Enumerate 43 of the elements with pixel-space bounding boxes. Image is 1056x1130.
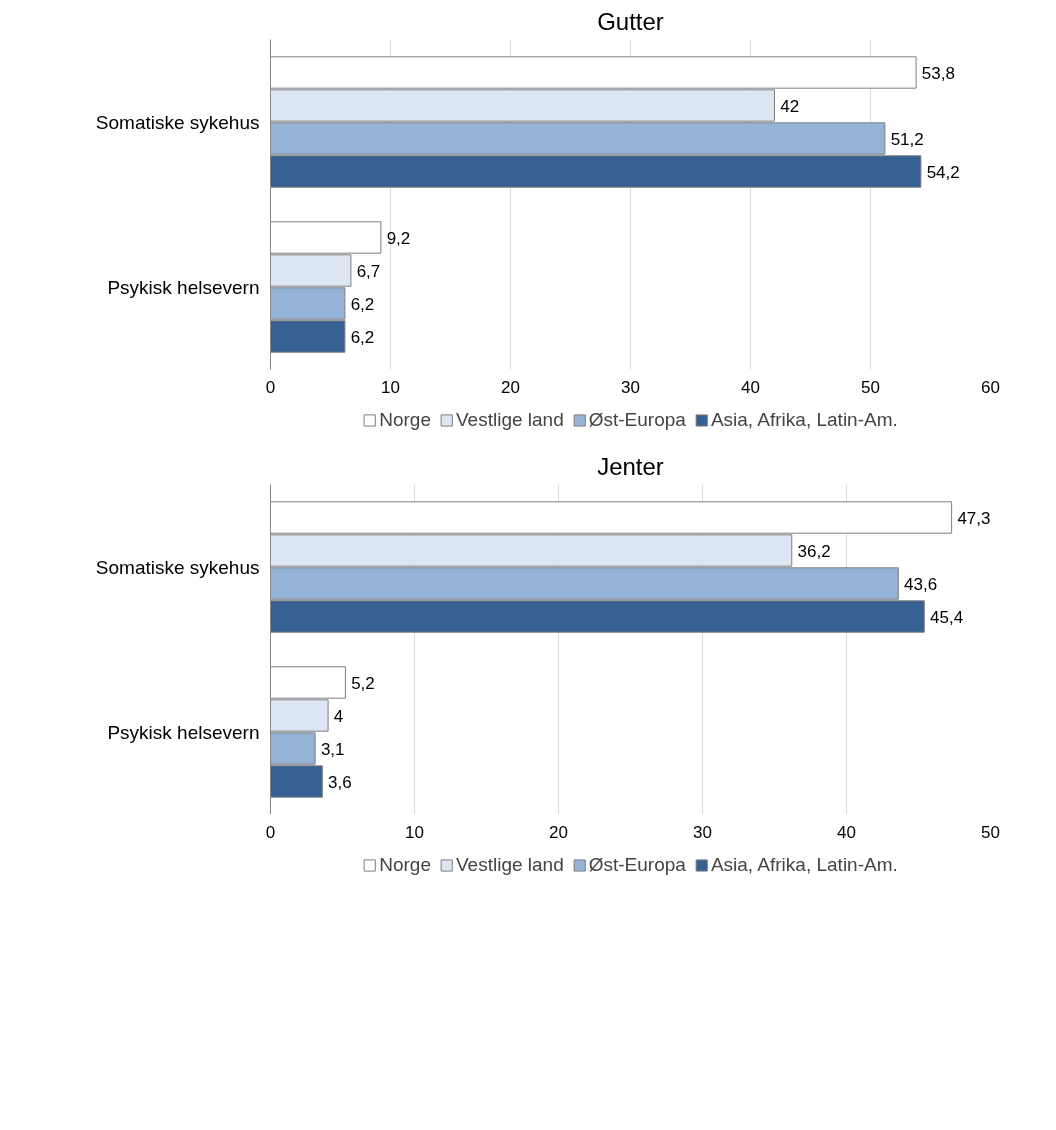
data-label: 5,2 [351, 673, 375, 693]
y-tick-label: Psykisk helsevern [107, 721, 260, 743]
legend-label: Norge [379, 854, 431, 876]
data-label: 45,4 [930, 607, 964, 627]
x-tick-label: 50 [981, 822, 1000, 842]
data-label: 9,2 [386, 228, 411, 248]
data-label: 54,2 [926, 162, 960, 182]
x-tick-label: 50 [861, 377, 880, 397]
chart-title: Gutter [597, 7, 664, 35]
legend-label: Asia, Afrika, Latin-Am. [710, 854, 898, 876]
y-tick-label: Somatiske sykehus [95, 556, 260, 578]
x-tick-label: 10 [405, 822, 424, 842]
data-label: 6,7 [356, 261, 381, 281]
data-label: 43,6 [904, 574, 938, 594]
data-label: 53,8 [921, 63, 955, 83]
data-label: 42 [780, 96, 800, 116]
data-label: 3,1 [320, 739, 345, 759]
data-label: 3,6 [328, 772, 352, 792]
data-label: 36,2 [797, 541, 831, 561]
data-label: 6,2 [350, 294, 375, 314]
x-tick-label: 40 [837, 822, 856, 842]
x-tick-label: 0 [265, 377, 276, 397]
x-tick-label: 30 [693, 822, 712, 842]
legend-label: Øst-Europa [588, 409, 686, 431]
x-tick-label: 20 [501, 377, 520, 397]
x-tick-label: 60 [981, 377, 1000, 397]
data-label: 6,2 [350, 327, 375, 347]
legend-label: Øst-Europa [588, 854, 686, 876]
y-tick-label: Psykisk helsevern [107, 276, 260, 298]
legend-label: Vestlige land [455, 409, 564, 431]
x-tick-label: 0 [265, 822, 276, 842]
data-label: 4 [333, 706, 344, 726]
x-tick-label: 40 [741, 377, 760, 397]
chart-title: Jenter [597, 452, 664, 480]
data-label: 51,2 [890, 129, 924, 149]
x-tick-label: 10 [381, 377, 400, 397]
legend-label: Norge [379, 409, 431, 431]
x-tick-label: 20 [549, 822, 568, 842]
x-tick-label: 30 [621, 377, 640, 397]
legend-label: Asia, Afrika, Latin-Am. [710, 409, 898, 431]
y-tick-label: Somatiske sykehus [95, 111, 260, 133]
data-label: 47,3 [957, 508, 991, 528]
legend-label: Vestlige land [455, 854, 564, 876]
